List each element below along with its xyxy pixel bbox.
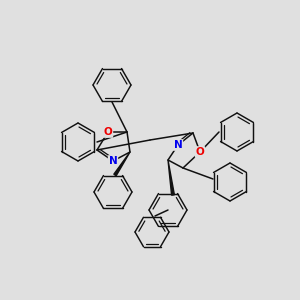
Text: O: O: [196, 147, 204, 157]
Polygon shape: [168, 160, 174, 195]
Text: N: N: [109, 156, 117, 166]
Text: N: N: [174, 140, 182, 150]
Text: O: O: [103, 127, 112, 137]
Polygon shape: [114, 152, 130, 176]
